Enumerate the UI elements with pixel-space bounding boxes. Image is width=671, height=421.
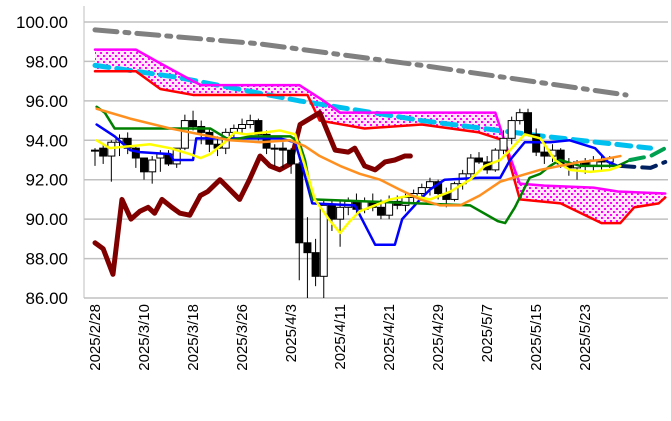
candle-body [148, 159, 157, 173]
candle-body [287, 149, 296, 165]
candle-body [91, 149, 99, 152]
candle-body [466, 157, 475, 175]
candle-body [425, 181, 434, 189]
candle-body [172, 147, 181, 165]
candle-body [499, 137, 508, 151]
long-average-orange-line [95, 107, 622, 207]
candle [131, 146, 140, 168]
candle-body [311, 252, 320, 277]
candle [278, 142, 287, 168]
candle [425, 177, 434, 196]
x-tick-label: 2025/4/3 [283, 304, 300, 362]
y-tick-label: 98.00 [25, 52, 68, 71]
candle-body [278, 147, 287, 151]
candle [540, 146, 549, 164]
candle-body [189, 120, 198, 127]
candle [295, 161, 304, 281]
candle-body [180, 120, 189, 149]
candle [99, 144, 108, 164]
candle-body [295, 163, 304, 244]
candle [246, 114, 255, 129]
candle-body [270, 147, 279, 150]
candle [287, 148, 296, 174]
x-tick-label: 2025/3/10 [136, 304, 153, 371]
candle [507, 116, 516, 145]
candle [148, 156, 157, 184]
y-tick-label: 100.00 [16, 13, 68, 32]
candle-body [246, 120, 255, 126]
candle-body [417, 187, 426, 195]
candle-body [524, 112, 533, 135]
candle [524, 108, 533, 137]
x-tick-label: 2025/3/18 [185, 304, 202, 371]
candle [91, 148, 99, 166]
candle [205, 128, 214, 153]
x-tick-label: 2025/4/21 [381, 304, 398, 371]
x-tick-label: 2025/4/29 [430, 304, 447, 371]
candle-body [238, 124, 247, 129]
candle-body [507, 120, 516, 139]
candle [311, 238, 320, 287]
candle-body [376, 206, 385, 216]
y-tick-label: 92.00 [25, 171, 68, 190]
candle [515, 108, 524, 125]
x-tick-label: 2025/2/28 [87, 304, 104, 371]
chikou-span-line [92, 110, 413, 277]
candle [466, 154, 475, 180]
x-tick-label: 2025/3/26 [234, 304, 251, 371]
y-tick-label: 86.00 [25, 289, 68, 308]
candle-body [515, 112, 524, 122]
ichimoku-cloud [95, 49, 666, 224]
x-tick-label: 2025/5/15 [528, 304, 545, 371]
x-tick-label: 2025/4/11 [332, 304, 349, 370]
senkou-span-b-line [93, 70, 667, 225]
candle [238, 118, 247, 135]
candle [172, 147, 181, 168]
x-tick-label: 2025/5/23 [577, 304, 594, 371]
y-tick-label: 88.00 [25, 250, 68, 269]
series-lines-back [92, 27, 667, 277]
short-moving-average-line [95, 129, 622, 235]
candle-body [99, 147, 108, 157]
candle [474, 152, 483, 164]
y-tick-label: 94.00 [25, 131, 68, 150]
x-axis-ticks: 2025/2/28 2025/3/10 2025/3/18 2025/3/26 2025… [87, 304, 594, 371]
candle-body [474, 157, 483, 163]
tenkan-sen-forward-line [618, 159, 668, 170]
candle-body [336, 206, 345, 220]
candle [319, 199, 328, 298]
y-axis-ticks: 86.00 88.00 90.00 92.00 94.00 96.00 98.00 100.0… [16, 13, 68, 308]
candle [189, 110, 198, 131]
candle-body [319, 204, 328, 277]
candle-body [254, 120, 263, 135]
candle [270, 144, 279, 166]
x-tick-label: 2025/5/7 [479, 304, 496, 362]
candle [140, 157, 149, 180]
cloud-fill [95, 49, 666, 224]
kijun-sen-forward-line [628, 146, 668, 162]
series-lines-front [95, 105, 668, 247]
y-tick-label: 96.00 [25, 92, 68, 111]
candle [499, 130, 508, 155]
long-moving-average-line [92, 27, 629, 98]
senkou-span-a-line [93, 48, 667, 195]
candle-body [303, 242, 312, 254]
candle [589, 156, 598, 172]
y-tick-label: 90.00 [25, 210, 68, 229]
candle [303, 217, 312, 298]
candle-body [140, 157, 149, 173]
candle-body [327, 204, 336, 220]
tenkan-sen-line [95, 123, 620, 247]
candle [336, 201, 345, 247]
mid-moving-average-line [92, 62, 654, 151]
candle-body [540, 151, 549, 157]
